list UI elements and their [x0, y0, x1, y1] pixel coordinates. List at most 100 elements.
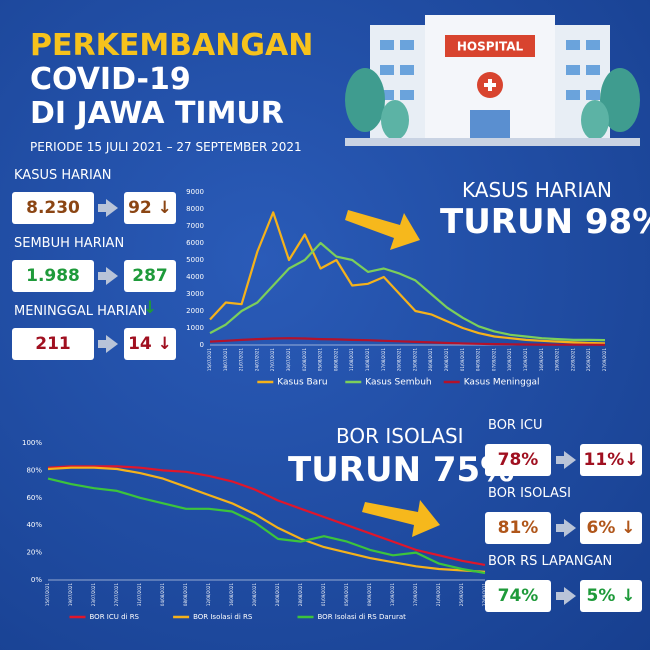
- y-tick-label: 20%: [26, 549, 42, 557]
- x-tick-label: 01/09/2021: [321, 583, 326, 607]
- arrow: [106, 267, 118, 285]
- legend-label: BOR Isolasi di RS: [193, 613, 253, 621]
- x-tick-label: 12/08/2021: [206, 583, 211, 607]
- x-tick-label: 16/09/2021: [539, 348, 544, 372]
- arrow: [98, 340, 108, 348]
- stat-to: 287 ↓: [124, 260, 176, 318]
- x-tick-label: 04/09/2021: [476, 348, 481, 372]
- x-tick-label: 30/07/2021: [286, 348, 291, 372]
- x-tick-label: 13/09/2021: [523, 348, 528, 372]
- x-tick-label: 01/09/2021: [460, 348, 465, 372]
- x-tick-label: 22/09/2021: [570, 348, 575, 372]
- stat-label: MENINGGAL HARIAN: [14, 304, 148, 319]
- series-line: [209, 211, 606, 345]
- legend-label: Kasus Baru: [277, 378, 327, 388]
- x-tick-label: 27/09/2021: [482, 583, 487, 607]
- x-tick-label: 08/08/2021: [333, 348, 338, 372]
- y-tick-label: 4000: [186, 273, 204, 281]
- hospital: HOSPITAL: [345, 15, 640, 146]
- stat-from: 1.988: [12, 260, 94, 292]
- highlight: BOR ISOLASI: [336, 424, 464, 448]
- x-tick-label: 10/09/2021: [507, 348, 512, 372]
- bor-from: 74%: [485, 580, 551, 612]
- bor-to: 5% ↓: [580, 580, 642, 612]
- arrow: [98, 272, 108, 280]
- y-tick-label: 1000: [186, 324, 204, 332]
- period: PERIODE 15 JULI 2021 – 27 SEPTEMBER 2021: [30, 140, 302, 154]
- title: DI JAWA TIMUR: [30, 96, 284, 131]
- y-tick-label: 9000: [186, 188, 204, 196]
- x-tick-label: 23/07/2021: [91, 583, 96, 607]
- chart-2: 0% 20% 40% 60% 80% 100% 15/07/2021 19/07/2021 23…: [22, 439, 487, 621]
- bor-to: 6% ↓: [580, 512, 642, 544]
- x-tick-label: 25/09/2021: [459, 583, 464, 607]
- legend-label: Kasus Meninggal: [464, 378, 540, 388]
- y-tick-label: 3000: [186, 290, 204, 298]
- y-tick-label: 100%: [22, 439, 42, 447]
- x-tick-label: 18/07/2021: [223, 348, 228, 372]
- legend-label: Kasus Sembuh: [365, 378, 431, 388]
- stat-label: SEMBUH HARIAN: [14, 236, 125, 251]
- x-tick-label: 24/07/2021: [254, 348, 259, 372]
- bor-to: 11%↓: [580, 444, 642, 476]
- arrow: [556, 456, 566, 464]
- legend-label: BOR ICU di RS: [90, 613, 140, 621]
- x-tick-label: 02/08/2021: [302, 348, 307, 372]
- series-line: [209, 337, 606, 346]
- stat-from: 211: [12, 328, 94, 360]
- y-tick-label: 7000: [186, 222, 204, 230]
- bor-from: 81%: [485, 512, 551, 544]
- stat-to: 92 ↓: [124, 192, 176, 224]
- y-tick-label: 6000: [186, 239, 204, 247]
- arrow: [98, 204, 108, 212]
- arrow: [106, 335, 118, 353]
- bor-from: 78%: [485, 444, 551, 476]
- arrow: [564, 587, 576, 605]
- x-tick-label: 21/07/2021: [239, 348, 244, 372]
- x-tick-label: 24/08/2021: [275, 583, 280, 607]
- x-tick-label: 20/08/2021: [252, 583, 257, 607]
- x-tick-label: 09/09/2021: [367, 583, 372, 607]
- x-tick-label: 08/08/2021: [183, 583, 188, 607]
- trend-arrows: [345, 210, 440, 537]
- legend-label: BOR Isolasi di RS Darurat: [318, 613, 407, 621]
- arrow: [564, 451, 576, 469]
- x-tick-label: 15/07/2021: [45, 583, 50, 607]
- x-tick-label: 31/07/2021: [137, 583, 142, 607]
- arrow: [556, 524, 566, 532]
- y-tick-label: 5000: [186, 256, 204, 264]
- bor-label: BOR ISOLASI: [488, 486, 571, 501]
- x-tick-label: 20/08/2021: [397, 348, 402, 372]
- arrow: [556, 592, 566, 600]
- stat-label: KASUS HARIAN: [14, 168, 112, 183]
- y-tick-label: 8000: [186, 205, 204, 213]
- title: PERKEMBANGAN: [30, 28, 314, 63]
- x-tick-label: 15/07/2021: [207, 348, 212, 372]
- x-tick-label: 14/08/2021: [365, 348, 370, 372]
- x-tick-label: 27/07/2021: [114, 583, 119, 607]
- x-tick-label: 25/09/2021: [586, 348, 591, 372]
- hospital-sign: HOSPITAL: [457, 40, 524, 54]
- y-tick-label: 80%: [26, 466, 42, 474]
- x-tick-label: 19/07/2021: [68, 583, 73, 607]
- series-line: [47, 465, 486, 566]
- arrow: [106, 199, 118, 217]
- bor-label: BOR RS LAPANGAN: [488, 554, 613, 569]
- title: COVID-19: [30, 62, 191, 97]
- x-tick-label: 07/09/2021: [491, 348, 496, 372]
- y-tick-label: 60%: [26, 494, 42, 502]
- x-tick-label: 27/07/2021: [270, 348, 275, 372]
- x-tick-label: 23/08/2021: [412, 348, 417, 372]
- x-tick-label: 21/09/2021: [436, 583, 441, 607]
- x-tick-label: 19/09/2021: [555, 348, 560, 372]
- x-tick-label: 11/08/2021: [349, 348, 354, 372]
- y-tick-label: 2000: [186, 307, 204, 315]
- x-tick-label: 04/08/2021: [160, 583, 165, 607]
- x-tick-label: 17/08/2021: [381, 348, 386, 372]
- series-line: [209, 241, 606, 342]
- series-line: [47, 466, 486, 573]
- bor-label: BOR ICU: [488, 418, 543, 433]
- x-tick-label: 26/08/2021: [428, 348, 433, 372]
